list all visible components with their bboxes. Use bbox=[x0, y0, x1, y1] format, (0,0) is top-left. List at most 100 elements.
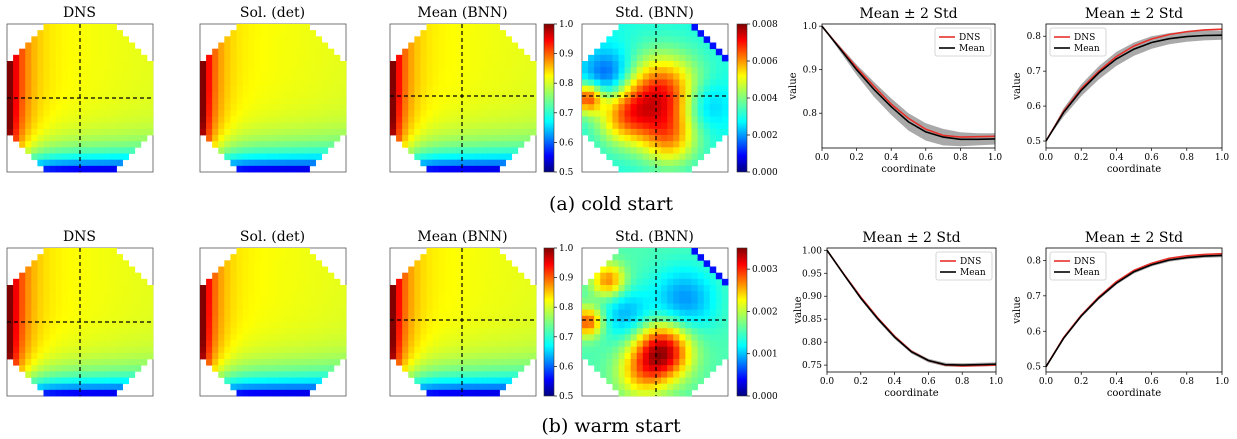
heatmap-cell bbox=[279, 67, 286, 74]
heatmap-cell bbox=[456, 297, 464, 304]
heatmap-cell bbox=[254, 322, 262, 329]
heatmap-cell bbox=[679, 359, 686, 366]
heatmap-cell bbox=[463, 159, 470, 167]
heatmap-cell bbox=[49, 24, 57, 31]
heatmap-cell bbox=[438, 266, 446, 274]
heatmap-cell bbox=[212, 309, 219, 317]
heatmap-cell bbox=[606, 110, 613, 117]
heatmap-cell bbox=[408, 340, 415, 348]
heatmap-cell bbox=[420, 309, 427, 317]
heatmap-cell bbox=[321, 98, 329, 105]
heatmap-cell bbox=[55, 61, 63, 68]
heatmap-cell bbox=[450, 73, 458, 80]
heatmap-cell bbox=[122, 322, 130, 329]
heatmap-cell bbox=[715, 98, 723, 105]
heatmap-cell bbox=[55, 67, 63, 74]
heatmap-cell bbox=[721, 104, 729, 111]
heatmap-cell bbox=[600, 303, 607, 311]
heatmap-cell bbox=[80, 266, 87, 274]
field-heatmap bbox=[7, 24, 154, 173]
heatmap-cell bbox=[321, 54, 329, 62]
heatmap-cell bbox=[420, 340, 427, 348]
heatmap-cell bbox=[420, 322, 427, 329]
heatmap-cell bbox=[61, 128, 69, 136]
heatmap-cell bbox=[86, 67, 93, 74]
heatmap-cell bbox=[285, 91, 292, 99]
heatmap-cell bbox=[408, 272, 415, 280]
heatmap-cell bbox=[13, 128, 20, 136]
heatmap-cell bbox=[450, 272, 458, 280]
heatmap-cell bbox=[86, 365, 93, 372]
heatmap-cell bbox=[260, 153, 268, 161]
heatmap-cell bbox=[475, 36, 482, 43]
heatmap-cell bbox=[463, 48, 470, 56]
heatmap-cell bbox=[321, 91, 329, 99]
heatmap-cell bbox=[297, 91, 304, 99]
heatmap-cell bbox=[291, 278, 298, 286]
heatmap-cell bbox=[673, 159, 680, 167]
heatmap-cell bbox=[420, 272, 427, 280]
heatmap-cell bbox=[61, 383, 69, 391]
heatmap-cell bbox=[285, 309, 292, 317]
heatmap-cell bbox=[55, 110, 63, 117]
heatmap-cell bbox=[487, 79, 494, 87]
heatmap-cell bbox=[55, 346, 63, 354]
heatmap-cell bbox=[273, 248, 280, 255]
heatmap-cell bbox=[236, 352, 243, 360]
heatmap-cell bbox=[297, 110, 304, 117]
heatmap-cell bbox=[606, 147, 613, 154]
heatmap-cell bbox=[517, 340, 525, 348]
heatmap-cell bbox=[420, 365, 427, 372]
heatmap-cell bbox=[703, 128, 711, 136]
heatmap-cell bbox=[291, 116, 298, 124]
heatmap-cell bbox=[260, 61, 268, 68]
heatmap-cell bbox=[19, 54, 26, 62]
heatmap-cell bbox=[218, 266, 225, 274]
heatmap-cell bbox=[511, 352, 519, 360]
heatmap-cell bbox=[7, 85, 14, 93]
heatmap-cell bbox=[285, 61, 292, 68]
heatmap-cell bbox=[606, 122, 613, 130]
heatmap-cell bbox=[236, 285, 243, 292]
heatmap-cell bbox=[667, 122, 674, 130]
heatmap-cell bbox=[19, 67, 26, 74]
heatmap-cell bbox=[218, 85, 225, 93]
heatmap-cell bbox=[242, 248, 250, 255]
heatmap-cell bbox=[116, 48, 123, 56]
heatmap-cell bbox=[475, 110, 482, 117]
heatmap-cell bbox=[128, 67, 136, 74]
heatmap-cell bbox=[426, 165, 433, 173]
heatmap-cell bbox=[49, 98, 57, 105]
heatmap-cell bbox=[594, 73, 601, 80]
heatmap-cell bbox=[279, 291, 286, 298]
heatmap-cell bbox=[691, 383, 698, 391]
heatmap-cell bbox=[116, 30, 123, 37]
heatmap-cell bbox=[297, 340, 304, 348]
heatmap-cell bbox=[116, 116, 123, 124]
y-tick-label: 0.80 bbox=[802, 338, 822, 348]
heatmap-cell bbox=[618, 85, 625, 93]
heatmap-cell bbox=[230, 30, 237, 37]
heatmap-cell bbox=[254, 48, 262, 56]
heatmap-cell bbox=[61, 30, 69, 37]
heatmap-cell bbox=[444, 54, 452, 62]
heatmap-cell bbox=[612, 128, 619, 136]
heatmap-cell bbox=[86, 272, 93, 280]
heatmap-cell bbox=[98, 73, 105, 80]
heatmap-cell bbox=[475, 266, 482, 274]
heatmap-cell bbox=[61, 285, 69, 292]
y-tick-label: 1.00 bbox=[802, 246, 822, 256]
heatmap-cell bbox=[432, 54, 440, 62]
heatmap-cell bbox=[390, 303, 397, 311]
heatmap-cell bbox=[37, 365, 44, 372]
heatmap-cell bbox=[432, 297, 440, 304]
heatmap-cell bbox=[432, 36, 440, 43]
heatmap-cell bbox=[600, 340, 607, 348]
heatmap-cell bbox=[122, 303, 130, 311]
heatmap-cell bbox=[266, 24, 274, 31]
heatmap-cell bbox=[709, 365, 717, 372]
heatmap-cell bbox=[505, 42, 513, 50]
heatmap-cell bbox=[648, 79, 656, 87]
heatmap-cell bbox=[291, 141, 298, 148]
heatmap-cell bbox=[92, 254, 99, 261]
